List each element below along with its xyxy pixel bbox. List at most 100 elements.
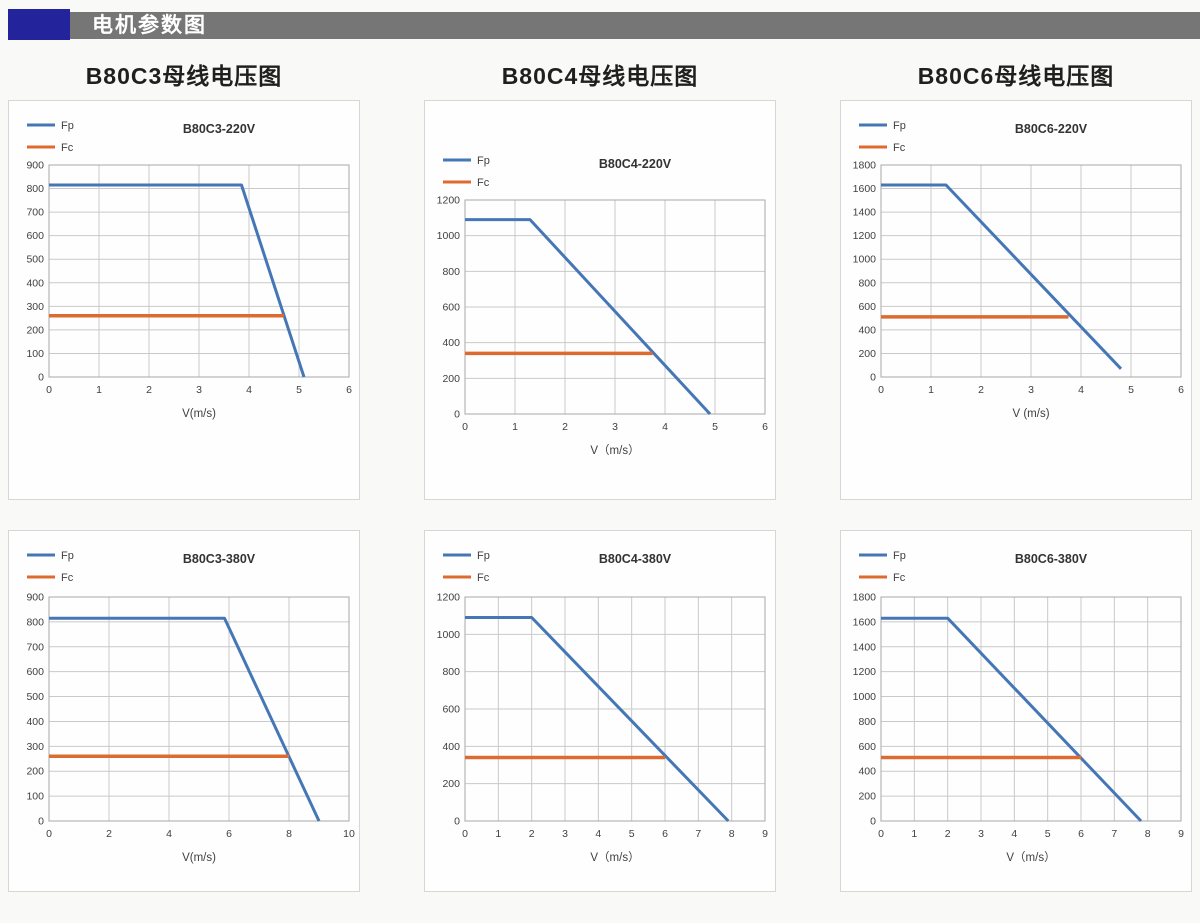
chart-svg: FpFcB80C3-380V01002003004005006007008009… [26,550,355,864]
svg-text:1: 1 [928,384,934,396]
svg-text:6: 6 [1178,384,1184,396]
svg-text:600: 600 [858,301,876,313]
svg-text:B80C3-380V: B80C3-380V [183,552,256,566]
svg-text:6: 6 [346,384,352,396]
header-bar: 电机参数图 [30,12,1200,39]
svg-text:400: 400 [442,337,460,349]
svg-text:800: 800 [858,277,876,289]
svg-text:3: 3 [562,828,568,840]
svg-text:0: 0 [462,421,468,433]
svg-text:8: 8 [729,828,735,840]
svg-text:4: 4 [595,828,601,840]
svg-text:800: 800 [858,716,876,728]
svg-text:900: 900 [26,160,44,172]
svg-text:V (m/s): V (m/s) [1012,408,1049,420]
svg-text:1: 1 [96,384,102,396]
section-header: 电机参数图 [0,8,1200,48]
svg-text:800: 800 [442,666,460,678]
svg-text:2: 2 [978,384,984,396]
svg-text:0: 0 [462,828,468,840]
svg-text:B80C3-220V: B80C3-220V [183,122,256,136]
svg-text:2: 2 [945,828,951,840]
svg-text:200: 200 [26,324,44,336]
svg-text:8: 8 [1145,828,1151,840]
svg-text:2: 2 [106,828,112,840]
svg-text:6: 6 [762,421,768,433]
svg-text:400: 400 [26,277,44,289]
svg-text:0: 0 [870,816,876,828]
chart-group-b80c3: B80C3母线电压图 Fp Fc B80C3-220V 0 100 200 300 400 50… [8,48,360,500]
svg-text:B80C6-380V: B80C6-380V [1015,552,1088,566]
svg-text:6: 6 [662,828,668,840]
svg-text:Fc: Fc [477,572,490,584]
chart-group-title-b80c4: B80C4母线电压图 [501,63,699,89]
svg-text:Fc: Fc [477,177,490,189]
svg-text:300: 300 [26,741,44,753]
svg-text:0: 0 [46,384,52,396]
svg-text:1000: 1000 [437,230,461,242]
svg-text:1: 1 [911,828,917,840]
svg-text:600: 600 [442,302,460,314]
svg-text:400: 400 [858,766,876,778]
svg-text:Fp: Fp [477,550,490,562]
svg-text:Fp: Fp [893,550,906,562]
svg-text:900: 900 [26,592,44,604]
svg-text:0: 0 [38,372,44,384]
svg-text:5: 5 [296,384,302,396]
svg-text:5: 5 [1128,384,1134,396]
page-title: 电机参数图 [92,14,207,37]
svg-text:4: 4 [166,828,172,840]
svg-text:4: 4 [246,384,252,396]
chart-panel-b80c6-220v: Fp Fc B80C6-220V 0 200 400 600 800 1000 1200 1400 1… [840,100,1192,500]
svg-text:V(m/s): V(m/s) [182,408,216,420]
svg-text:V（m/s）: V（m/s） [590,444,639,457]
svg-text:5: 5 [629,828,635,840]
svg-text:600: 600 [442,704,460,716]
svg-text:B80C4-220V: B80C4-220V [599,157,672,171]
svg-text:0: 0 [454,816,460,828]
svg-text:3: 3 [196,384,202,396]
chart-panel-b80c3-220v: Fp Fc B80C3-220V 0 100 200 300 400 500 600 700 800 9… [8,100,360,500]
svg-text:7: 7 [1111,828,1117,840]
svg-text:4: 4 [1011,828,1017,840]
svg-text:1200: 1200 [853,666,877,678]
svg-text:400: 400 [442,741,460,753]
svg-text:400: 400 [26,716,44,728]
svg-text:5: 5 [712,421,718,433]
svg-text:Fc: Fc [893,572,906,584]
chart-grid-top-row: B80C3母线电压图 Fp Fc B80C3-220V 0 100 200 300 400 50… [0,48,1200,500]
svg-text:3: 3 [612,421,618,433]
svg-text:700: 700 [26,641,44,653]
svg-text:100: 100 [26,348,44,360]
svg-text:600: 600 [26,666,44,678]
svg-text:3: 3 [1028,384,1034,396]
svg-text:200: 200 [858,791,876,803]
svg-text:Fp: Fp [61,550,74,562]
svg-text:200: 200 [442,778,460,790]
svg-text:300: 300 [26,301,44,313]
svg-text:0: 0 [878,384,884,396]
svg-text:3: 3 [978,828,984,840]
chart-group-title-b80c6: B80C6母线电压图 [917,63,1115,89]
chart-panel-b80c3-380v: Fp Fc B80C3-380V 0 100 200 300 400 500 600 700 800 9… [8,530,360,892]
svg-text:4: 4 [1078,384,1084,396]
svg-text:V(m/s): V(m/s) [182,852,216,864]
svg-text:1: 1 [512,421,518,433]
chart-panel-b80c4-380v: Fp Fc B80C4-380V 0 200 400 600 800 1000 1200 0 1 2 3 4… [424,530,776,892]
svg-text:6: 6 [226,828,232,840]
svg-text:800: 800 [26,183,44,195]
svg-text:4: 4 [662,421,668,433]
svg-text:700: 700 [26,207,44,219]
chart-group-title-b80c3: B80C3母线电压图 [85,63,283,89]
svg-text:200: 200 [858,348,876,360]
svg-text:1200: 1200 [853,230,877,242]
svg-text:V（m/s）: V（m/s） [590,851,639,864]
svg-text:0: 0 [454,409,460,421]
svg-text:6: 6 [1078,828,1084,840]
chart-panel-b80c4-220v: Fp Fc B80C4-220V 0 200 400 600 800 1000 1200 0 1 2 3 4… [424,100,776,500]
chart-svg: Fp Fc B80C3-220V 0 100 200 300 400 500 600 700 800 9… [26,120,352,420]
svg-text:0: 0 [870,372,876,384]
svg-text:B80C4-380V: B80C4-380V [599,552,672,566]
svg-text:1200: 1200 [437,195,461,207]
svg-text:Fp: Fp [477,155,490,167]
